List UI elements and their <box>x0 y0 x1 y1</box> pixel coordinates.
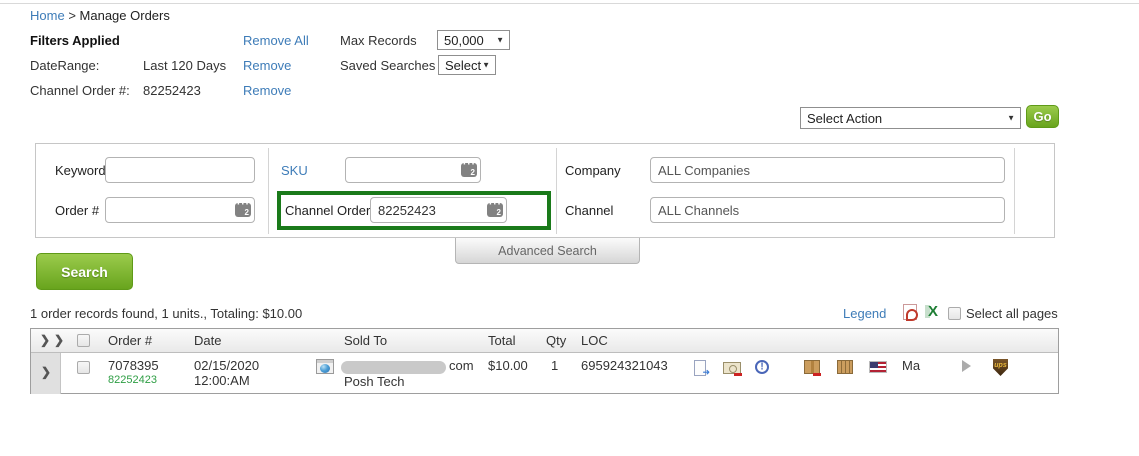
advanced-search-button[interactable]: Advanced Search <box>455 238 640 264</box>
go-button[interactable]: Go <box>1026 105 1059 128</box>
breadcrumb-separator: > <box>68 8 80 23</box>
keyword-label: Keyword <box>55 163 106 178</box>
warehouse-code: Ma <box>902 358 921 373</box>
filter-channel-order-label: Channel Order #: <box>30 83 130 98</box>
header-sold-to[interactable]: Sold To <box>344 333 388 348</box>
filters-applied-title: Filters Applied <box>30 33 120 48</box>
channel-order-multi-value-icon[interactable] <box>487 199 503 217</box>
export-excel-icon[interactable]: X <box>925 304 941 320</box>
play-icon[interactable] <box>962 360 971 372</box>
max-records-select[interactable]: 50,000 <box>437 30 510 50</box>
sku-multi-value-icon[interactable] <box>461 159 477 177</box>
orders-table-header: ❯ ❯ Order # Date Sold To Total Qty LOC <box>31 329 1058 353</box>
select-all-pages-label: Select all pages <box>966 306 1058 321</box>
form-divider-1 <box>268 148 269 234</box>
saved-searches-label: Saved Searches <box>340 58 436 73</box>
order-qty: 1 <box>551 358 559 373</box>
channel-input[interactable] <box>650 197 1005 223</box>
orders-table: ❯ ❯ Order # Date Sold To Total Qty LOC ❯… <box>30 328 1059 394</box>
order-loc: 695924321043 <box>581 358 668 373</box>
keyword-input[interactable] <box>105 157 255 183</box>
breadcrumb-home-link[interactable]: Home <box>30 8 65 23</box>
inventory-crate-icon[interactable] <box>837 360 853 374</box>
row-expander[interactable]: ❯ <box>31 353 61 394</box>
channel-order-input[interactable] <box>370 197 507 223</box>
company-label: Company <box>565 163 621 178</box>
us-flag-icon <box>869 361 887 373</box>
max-records-label: Max Records <box>340 33 417 48</box>
channel-order-number[interactable]: 82252423 <box>108 374 157 386</box>
order-number[interactable]: 7078395 <box>108 358 159 373</box>
header-qty[interactable]: Qty <box>546 333 567 348</box>
top-divider <box>0 3 1139 4</box>
header-total[interactable]: Total <box>488 333 516 348</box>
form-divider-3 <box>1014 148 1015 234</box>
breadcrumb: Home > Manage Orders <box>30 8 170 23</box>
redacted-customer-name <box>341 361 446 374</box>
select-all-rows-checkbox[interactable] <box>77 334 90 347</box>
filter-daterange-label: DateRange: <box>30 58 100 73</box>
results-summary: 1 order records found, 1 units., Totalin… <box>30 306 303 321</box>
saved-searches-select[interactable]: Select <box>438 55 496 75</box>
collapse-all-icon[interactable]: ❯ <box>54 333 65 347</box>
legend-link[interactable]: Legend <box>843 306 887 321</box>
expand-all-icon[interactable]: ❯ <box>40 333 51 347</box>
sku-label: SKU <box>281 163 308 178</box>
expand-row-icon: ❯ <box>41 365 52 379</box>
remove-channel-order-link[interactable]: Remove <box>243 83 292 98</box>
sold-to-suffix: com <box>449 358 474 373</box>
payment-status-icon[interactable] <box>723 362 742 376</box>
order-number-label: Order # <box>55 203 100 218</box>
filter-channel-order-value: 82252423 <box>143 83 201 98</box>
alert-icon[interactable] <box>755 360 769 374</box>
sold-to-company: Posh Tech <box>344 374 405 389</box>
order-multi-value-icon[interactable] <box>235 199 251 217</box>
ups-label: ups <box>994 362 1007 369</box>
channel-label: Channel <box>565 203 614 218</box>
header-loc[interactable]: LOC <box>581 333 608 348</box>
unshipped-package-icon[interactable] <box>804 360 821 376</box>
header-order[interactable]: Order # <box>108 333 153 348</box>
sku-input[interactable] <box>345 157 481 183</box>
search-button[interactable]: Search <box>36 253 133 290</box>
website-icon[interactable] <box>316 359 334 374</box>
select-action-dropdown[interactable]: Select Action <box>800 107 1021 129</box>
form-divider-2 <box>556 148 557 234</box>
row-checkbox[interactable] <box>77 361 90 374</box>
remove-all-link[interactable]: Remove All <box>243 33 309 48</box>
order-time: 12:00:AM <box>194 373 250 388</box>
max-records-value: 50,000 <box>444 32 484 48</box>
order-total: $10.00 <box>488 358 528 373</box>
order-date: 02/15/2020 <box>194 358 260 373</box>
select-all-pages-checkbox[interactable] <box>948 307 961 320</box>
breadcrumb-current: Manage Orders <box>79 8 170 23</box>
remove-daterange-link[interactable]: Remove <box>243 58 292 73</box>
export-pdf-icon[interactable] <box>903 304 918 321</box>
ups-carrier-icon[interactable]: ups <box>993 359 1008 376</box>
channel-order-label: Channel Order # <box>285 203 382 218</box>
order-number-input[interactable] <box>105 197 255 223</box>
company-input[interactable] <box>650 157 1005 183</box>
filter-daterange-value: Last 120 Days <box>143 58 227 73</box>
saved-searches-value: Select <box>445 57 482 73</box>
select-action-value: Select Action <box>807 110 883 126</box>
header-date[interactable]: Date <box>194 333 222 348</box>
channel-order-highlight-box <box>277 191 551 230</box>
invoice-export-icon[interactable] <box>694 360 710 378</box>
